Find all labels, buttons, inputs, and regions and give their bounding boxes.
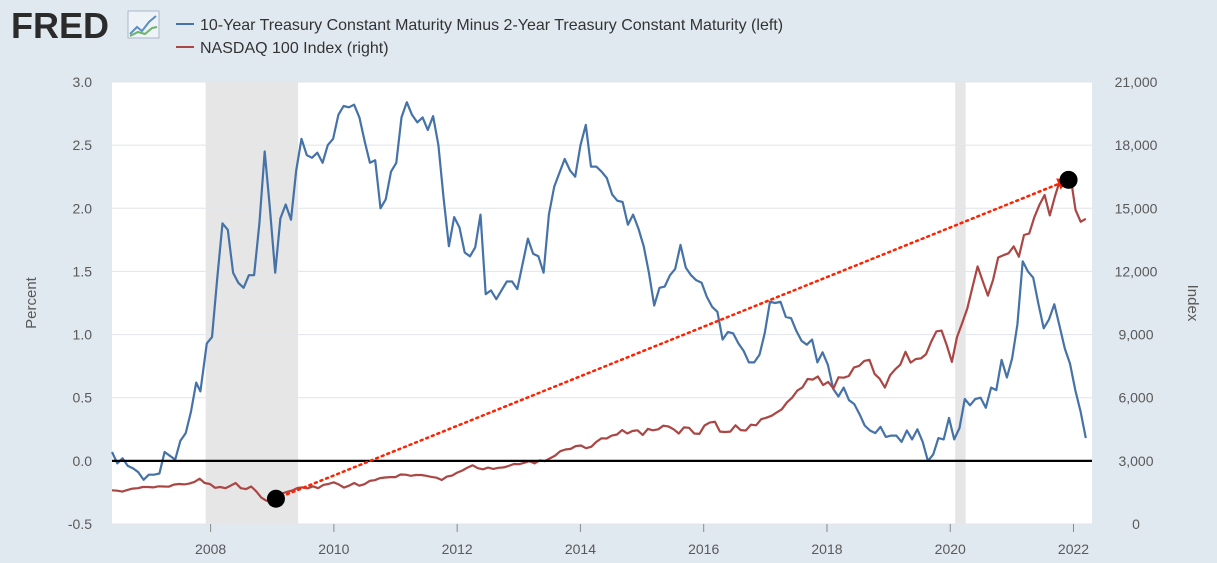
series-line-spread (111, 101, 1087, 481)
y-axis-right-title: Index (1184, 285, 1201, 322)
legend-item-nasdaq[interactable]: NASDAQ 100 Index (right) (176, 40, 389, 57)
y-left-tick-label: -0.5 (68, 516, 92, 532)
annotation-end-dot (1059, 170, 1078, 189)
y-right-tick-label: 15,000 (1115, 200, 1158, 216)
y-right-tick-label: 21,000 (1115, 74, 1158, 90)
y-right-tick-label: 3,000 (1118, 453, 1153, 469)
x-tick-label: 2012 (442, 541, 473, 557)
y-right-tick-label: 9,000 (1118, 327, 1153, 343)
line-chart-icon (127, 10, 160, 39)
fred-logo-text: FRED (11, 5, 109, 46)
y-right-tick-label: 0 (1132, 516, 1140, 532)
y-right-tick-label: 12,000 (1115, 263, 1158, 279)
y-left-tick-label: 3.0 (73, 74, 93, 90)
recession-band (955, 82, 966, 524)
y-left-tick-label: 1.0 (73, 327, 93, 343)
fred-logo[interactable]: FRED (11, 5, 160, 46)
x-tick-label: 2018 (811, 541, 842, 557)
annotation-start-dot (266, 489, 285, 508)
y-left-tick-label: 2.0 (73, 200, 93, 216)
y-axis-right-ticks: 0 3,000 6,000 9,000 12,000 15,000 18,000 21,000 (1115, 74, 1158, 532)
x-axis-ticks: 2008 2010 2012 2014 2016 2018 2020 2022 (195, 524, 1089, 557)
annotation-dotted-line (274, 178, 1070, 500)
legend-label-spread: 10-Year Treasury Constant Maturity Minus… (200, 17, 783, 34)
x-tick-label: 2020 (935, 541, 966, 557)
y-left-tick-label: 2.5 (73, 137, 93, 153)
y-right-tick-label: 18,000 (1115, 137, 1158, 153)
legend: 10-Year Treasury Constant Maturity Minus… (176, 17, 783, 57)
y-right-tick-label: 6,000 (1118, 390, 1153, 406)
x-tick-label: 2014 (565, 541, 596, 557)
x-tick-label: 2008 (195, 541, 226, 557)
y-axis-left-title: Percent (23, 276, 40, 329)
x-tick-label: 2016 (688, 541, 719, 557)
y-left-tick-label: 0.5 (73, 390, 93, 406)
recession-shading (205, 82, 966, 524)
annotation-arrow (266, 170, 1078, 508)
x-tick-label: 2022 (1058, 541, 1089, 557)
recession-band (205, 82, 299, 524)
legend-label-nasdaq: NASDAQ 100 Index (right) (200, 40, 389, 57)
x-tick-label: 2010 (318, 541, 349, 557)
y-axis-left-ticks: -0.5 0.0 0.5 1.0 1.5 2.0 2.5 3.0 (68, 74, 92, 532)
legend-item-spread[interactable]: 10-Year Treasury Constant Maturity Minus… (176, 17, 783, 34)
y-left-tick-label: 1.5 (73, 263, 93, 279)
y-left-tick-label: 0.0 (73, 453, 93, 469)
